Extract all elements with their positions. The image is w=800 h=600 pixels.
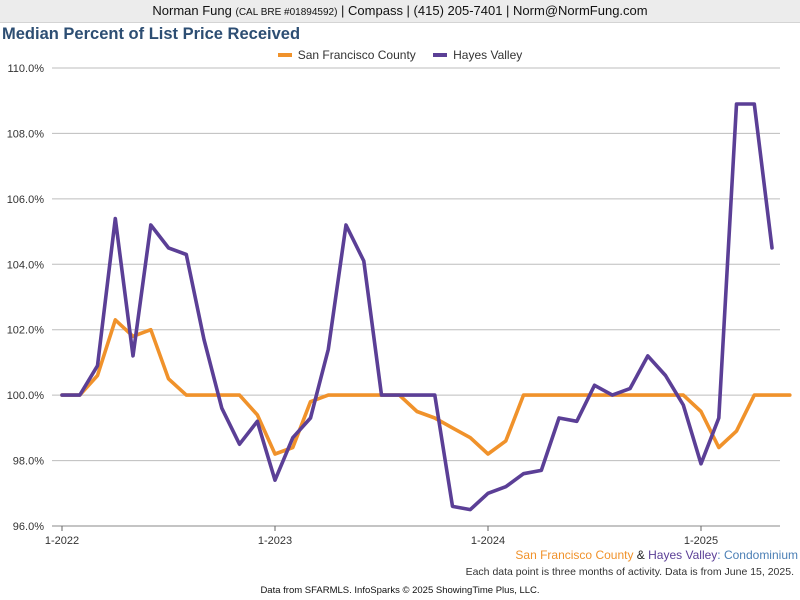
footer-property-type: Condominium bbox=[723, 548, 798, 562]
legend-item-san-francisco[interactable]: San Francisco County bbox=[277, 48, 416, 62]
data-period-note: Each data point is three months of activ… bbox=[465, 566, 794, 578]
footer-colon: : bbox=[717, 548, 724, 562]
chart-title: Median Percent of List Price Received bbox=[2, 25, 301, 43]
y-tick-label: 110.0% bbox=[8, 63, 45, 75]
data-source-credit: Data from SFARMLS. InfoSparks © 2025 Sho… bbox=[260, 585, 540, 596]
y-tick-label: 96.0% bbox=[13, 521, 44, 533]
footer-county: San Francisco County bbox=[515, 548, 634, 562]
y-tick-label: 98.0% bbox=[13, 456, 44, 468]
footer-ampersand: & bbox=[633, 548, 649, 562]
legend-label-hayes-valley: Hayes Valley bbox=[453, 48, 523, 62]
agent-license: (CAL BRE #01894592) bbox=[235, 7, 338, 18]
chart-legend: San Francisco County Hayes Valley bbox=[0, 46, 800, 62]
x-tick-label: 1-2024 bbox=[471, 535, 505, 547]
series-line-san-francisco[interactable] bbox=[60, 318, 792, 456]
series-line-hayes-valley[interactable] bbox=[60, 102, 774, 512]
chart-subtitle: San Francisco County & Hayes Valley: Con… bbox=[515, 548, 798, 562]
legend-swatch-hayes-valley bbox=[433, 53, 448, 57]
agent-contact-details: | Compass | (415) 205-7401 | Norm@NormFu… bbox=[341, 3, 648, 18]
legend-item-hayes-valley[interactable]: Hayes Valley bbox=[433, 48, 522, 62]
y-tick-label: 100.0% bbox=[7, 390, 45, 402]
agent-name: Norman Fung bbox=[152, 3, 232, 18]
legend-label-san-francisco: San Francisco County bbox=[297, 48, 416, 62]
x-tick-label: 1-2023 bbox=[258, 535, 292, 547]
y-tick-label: 108.0% bbox=[7, 128, 45, 140]
legend-swatch-san-francisco bbox=[277, 53, 292, 57]
footer-area: Hayes Valley bbox=[648, 548, 718, 562]
y-tick-label: 106.0% bbox=[7, 194, 45, 206]
x-tick-label: 1-2022 bbox=[45, 535, 79, 547]
agent-contact-bar: Norman Fung (CAL BRE #01894592) | Compas… bbox=[0, 0, 800, 23]
x-tick-label: 1-2025 bbox=[684, 535, 718, 547]
y-tick-label: 104.0% bbox=[7, 259, 45, 271]
y-tick-label: 102.0% bbox=[7, 325, 45, 337]
